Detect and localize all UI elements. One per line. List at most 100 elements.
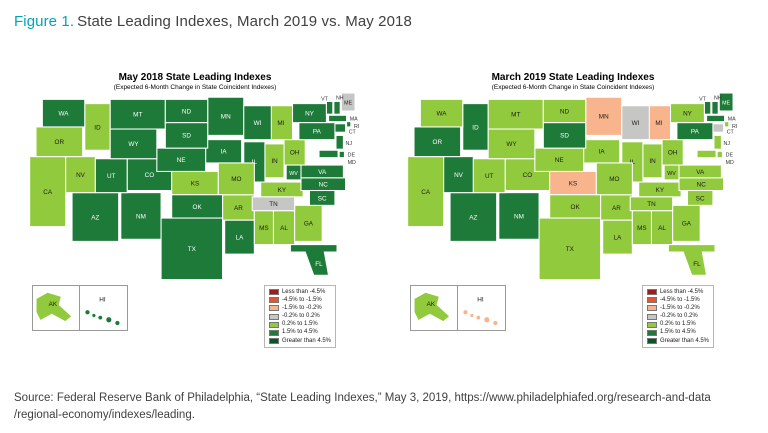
state-label-MS: MS (259, 225, 269, 232)
state-AK (35, 291, 73, 323)
state-ME (718, 93, 734, 112)
state-PA (298, 122, 336, 141)
state-label-NJ: NJ (724, 141, 731, 147)
state-NH (333, 100, 341, 115)
hawaii-label: HI (477, 297, 484, 304)
state-label-NV: NV (454, 172, 464, 179)
state-MN (585, 96, 623, 136)
state-PA (676, 122, 714, 141)
legend-label: -4.5% to -1.5% (659, 297, 700, 304)
state-NM (120, 192, 162, 240)
state-label-NE: NE (555, 157, 564, 164)
state-MD (318, 149, 339, 159)
state-NH (711, 100, 719, 115)
legend-label: 0.2% to 1.5% (659, 321, 696, 328)
state-label-CT: CT (349, 129, 357, 135)
state-label-NY: NY (683, 110, 693, 117)
legend-item: -0.2% to 0.2% (268, 313, 331, 320)
state-label-MA: MA (728, 117, 736, 123)
map-title-may-2018: May 2018 State Leading Indexes (118, 72, 272, 83)
hawaii-label: HI (99, 297, 106, 304)
state-label-MS: MS (637, 225, 647, 232)
legend-item: 0.2% to 1.5% (268, 321, 331, 328)
state-label-ID: ID (94, 124, 101, 131)
hawaii-inset: HI (458, 285, 506, 331)
state-HI (115, 320, 120, 326)
state-ID (84, 103, 111, 151)
state-VT (325, 100, 334, 115)
legend-label: 1.5% to 4.5% (281, 329, 318, 336)
state-HI (493, 320, 498, 326)
state-WY (487, 128, 536, 160)
state-label-SC: SC (696, 195, 705, 202)
state-label-TN: TN (269, 201, 278, 208)
state-label-VT: VT (321, 96, 329, 102)
state-label-TX: TX (188, 246, 197, 253)
state-ME (340, 93, 356, 112)
state-label-LA: LA (236, 234, 245, 241)
state-label-IN: IN (649, 158, 656, 165)
state-AZ (449, 192, 498, 242)
state-label-IN: IN (271, 158, 278, 165)
state-label-OH: OH (290, 150, 300, 157)
maps-row: May 2018 State Leading Indexes (Expected… (0, 72, 768, 349)
state-label-ID: ID (472, 124, 479, 131)
state-label-ME: ME (722, 100, 730, 106)
state-NM (498, 192, 540, 240)
state-label-NH: NH (714, 95, 722, 101)
state-HI (463, 310, 468, 315)
state-label-KY: KY (656, 187, 665, 194)
state-label-NY: NY (305, 110, 315, 117)
state-label-KY: KY (278, 187, 287, 194)
map-legend: Less than -4.5% -4.5% to -1.5% -1.5% to -0… (263, 285, 336, 349)
state-TX (538, 217, 602, 281)
state-RI (724, 121, 730, 128)
legend-swatch (646, 297, 657, 304)
state-GA (672, 204, 701, 242)
state-label-OK: OK (571, 204, 581, 211)
legend-item: 1.5% to 4.5% (268, 329, 331, 336)
alaska-label: AK (49, 301, 58, 308)
map-subtitle-may-2018: (Expected 6-Month Change in State Coinci… (113, 84, 277, 91)
state-label-UT: UT (485, 173, 494, 180)
state-label-DE: DE (348, 153, 356, 159)
state-label-OK: OK (193, 204, 203, 211)
state-label-ND: ND (560, 108, 570, 115)
state-label-MD: MD (726, 160, 734, 166)
state-SD (542, 122, 587, 149)
state-WI (621, 105, 650, 141)
state-label-SC: SC (318, 195, 327, 202)
state-label-AZ: AZ (91, 214, 99, 221)
state-VT (703, 100, 712, 115)
state-label-AZ: AZ (469, 214, 477, 221)
state-DE (716, 150, 723, 159)
state-label-CO: CO (145, 172, 155, 179)
state-label-NM: NM (136, 213, 146, 220)
state-label-KS: KS (569, 180, 577, 187)
source-line-2: /regional-economy/indexes/leading. (14, 408, 195, 421)
state-label-SD: SD (560, 133, 569, 140)
state-NJ (713, 134, 722, 150)
state-label-FL: FL (693, 261, 701, 268)
state-label-VA: VA (696, 169, 705, 176)
legend-item: 1.5% to 4.5% (646, 329, 709, 336)
state-label-CA: CA (421, 189, 431, 196)
legend-item: -4.5% to -1.5% (646, 297, 709, 304)
state-FL (667, 244, 716, 276)
state-SC (686, 189, 714, 206)
state-label-NM: NM (514, 213, 524, 220)
map-legend: Less than -4.5% -4.5% to -1.5% -1.5% to -0… (641, 285, 714, 349)
legend-swatch (646, 313, 657, 320)
state-label-TN: TN (647, 201, 656, 208)
state-CA (29, 156, 67, 228)
state-label-CT: CT (727, 129, 735, 135)
state-HI (476, 315, 481, 320)
state-label-AR: AR (234, 205, 243, 212)
state-MD (696, 149, 717, 159)
state-WV (285, 164, 302, 181)
legend-swatch (268, 305, 279, 312)
state-label-WI: WI (632, 120, 640, 127)
state-label-CA: CA (43, 189, 53, 196)
legend-label: -1.5% to -0.2% (281, 305, 322, 312)
state-label-MI: MI (277, 120, 284, 127)
